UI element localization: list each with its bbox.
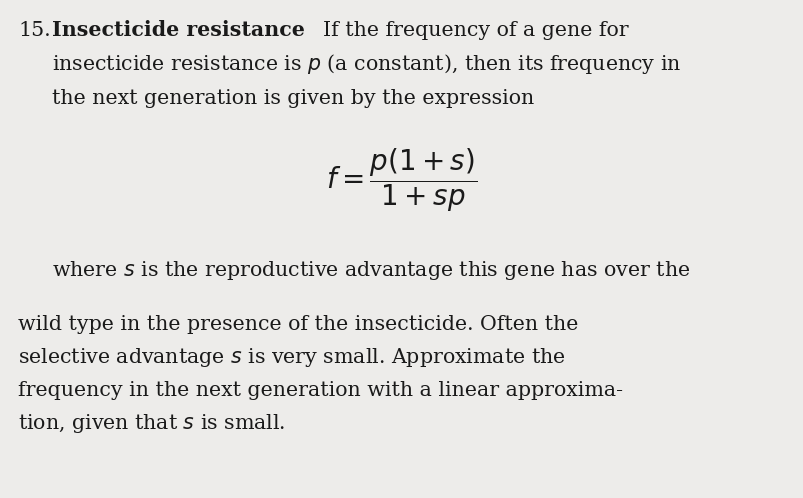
Text: If the frequency of a gene for: If the frequency of a gene for [310,21,628,40]
Text: 15.: 15. [18,21,51,40]
Text: selective advantage $s$ is very small. Approximate the: selective advantage $s$ is very small. A… [18,346,565,369]
Text: $f = \dfrac{p(1 + s)}{1 + sp}$: $f = \dfrac{p(1 + s)}{1 + sp}$ [326,146,477,214]
Text: the next generation is given by the expression: the next generation is given by the expr… [52,89,533,108]
Text: where $s$ is the reproductive advantage this gene has over the: where $s$ is the reproductive advantage … [52,259,690,282]
Text: Insecticide resistance: Insecticide resistance [52,20,304,40]
Text: wild type in the presence of the insecticide. Often the: wild type in the presence of the insecti… [18,315,577,334]
Text: frequency in the next generation with a linear approxima-: frequency in the next generation with a … [18,381,622,400]
Text: tion, given that $s$ is small.: tion, given that $s$ is small. [18,412,285,435]
Text: insecticide resistance is $p$ (a constant), then its frequency in: insecticide resistance is $p$ (a constan… [52,52,680,76]
